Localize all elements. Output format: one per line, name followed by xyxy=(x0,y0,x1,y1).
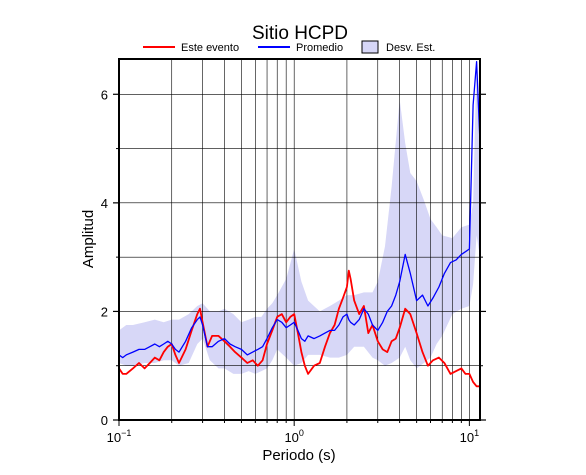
x-tick-label: 101 xyxy=(460,428,479,445)
y-tick-label: 2 xyxy=(101,304,108,319)
y-tick-label: 6 xyxy=(101,87,108,102)
plot-frame xyxy=(118,58,481,421)
std-band xyxy=(119,59,480,374)
chart-title: Sitio HCPD xyxy=(252,23,348,44)
std-band-layer xyxy=(119,59,480,374)
y-axis-label: Amplitud xyxy=(80,210,97,268)
legend-label-desv-est: Desv. Est. xyxy=(386,42,435,54)
y-tick-label: 4 xyxy=(101,196,108,211)
x-axis-label: Periodo (s) xyxy=(262,447,335,464)
y-tick-label: 0 xyxy=(101,413,108,428)
legend: Este evento Promedio Desv. Est. xyxy=(143,40,435,54)
legend-swatch-desv-est xyxy=(361,40,379,54)
series-line-este-evento xyxy=(119,269,480,388)
series-line-promedio xyxy=(119,61,480,359)
legend-label-promedio: Promedio xyxy=(296,42,343,54)
x-tick-label: 100 xyxy=(284,428,303,445)
legend-label-este-evento: Este evento xyxy=(181,42,239,54)
tick-layer: 0 2 4 6 10−1 100 101 xyxy=(101,87,486,445)
series-layer xyxy=(119,61,480,388)
x-tick-label: 10−1 xyxy=(107,428,132,445)
grid-layer xyxy=(119,59,480,420)
